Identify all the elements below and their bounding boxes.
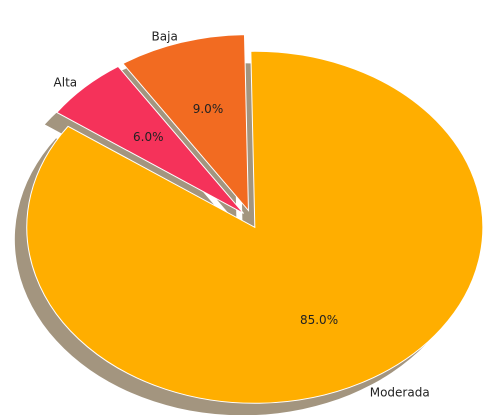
value-label: 9.0% [193,102,224,116]
value-label: 85.0% [300,313,338,327]
value-label: 6.0% [133,130,164,144]
category-label: Moderada [370,385,430,399]
slice [56,65,245,214]
category-label: Alta [54,76,78,90]
slice [26,50,484,404]
category-label: Baja [152,30,178,44]
slice [122,34,249,212]
